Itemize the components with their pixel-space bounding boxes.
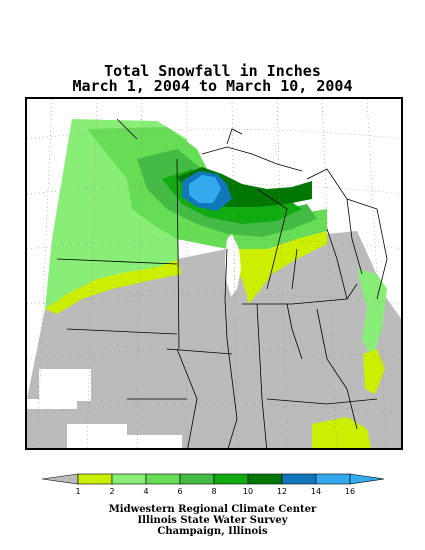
region-4-6-east	[357, 269, 387, 359]
legend-tick-label: 4	[143, 487, 148, 496]
legend-tick-label: 2	[109, 487, 114, 496]
color-legend: 1 2 4 6 8 10 12 14 16	[41, 473, 385, 496]
legend-tick-label: 12	[277, 487, 287, 496]
state-borders	[56, 118, 388, 448]
legend-tick-label: 1	[75, 487, 80, 496]
legend-bin-6-8	[179, 473, 215, 485]
legend-bin-8-10	[213, 473, 249, 485]
missing-patch-1	[39, 369, 91, 401]
legend-tick-label: 10	[243, 487, 253, 496]
legend-bin-1-2	[77, 473, 113, 485]
legend-bin-10-12	[247, 473, 283, 485]
region-1-2-west	[45, 259, 182, 314]
credit-line3: Champaign, Illinois	[157, 526, 268, 537]
legend-bin-12-14	[281, 473, 317, 485]
snowfall-map	[25, 97, 403, 450]
region-1-2-central	[227, 231, 327, 304]
map-title-line1: Total Snowfall in Inches	[104, 62, 321, 80]
credit-line1: Midwestern Regional Climate Center	[108, 504, 317, 515]
region-canada-missing	[217, 119, 372, 179]
legend-tick-label: 16	[345, 487, 355, 496]
missing-patch-3	[67, 424, 127, 448]
legend-bin-14-16	[315, 473, 351, 485]
region-14-16	[189, 175, 221, 203]
missing-patch-2	[27, 399, 77, 409]
legend-tick-label: 6	[177, 487, 182, 496]
lake-michigan	[225, 234, 241, 297]
legend-tick-label: 8	[211, 487, 216, 496]
credit-line2: Illinois State Water Survey	[137, 515, 288, 526]
map-title-line2: March 1, 2004 to March 10, 2004	[72, 77, 353, 95]
legend-bin-2-4	[111, 473, 147, 485]
region-1-2-east	[363, 349, 385, 394]
graticule	[27, 99, 401, 448]
legend-bin-4-6	[145, 473, 181, 485]
snowfall-map-graphic	[27, 99, 401, 448]
legend-above-triangle	[349, 473, 385, 485]
legend-below-triangle	[41, 473, 79, 485]
missing-patch-4	[127, 435, 182, 448]
legend-tick-label: 14	[311, 487, 321, 496]
